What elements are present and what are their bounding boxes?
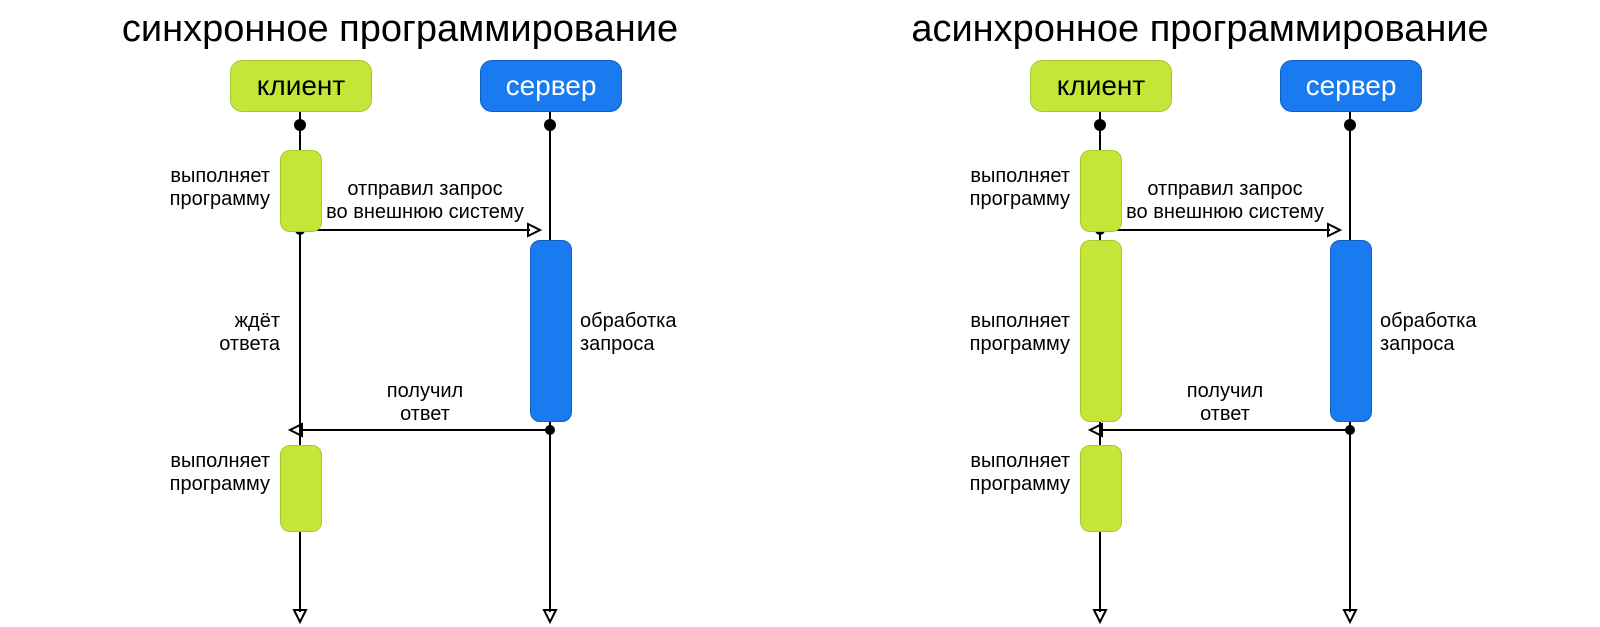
msg-request-label: отправил запросво внешнюю систему [310,178,540,224]
title-async: асинхронное программирование [800,8,1600,51]
client-header: клиент [1030,60,1172,112]
panel-async: асинхронное программирование клиент серве… [800,0,1600,627]
client-state-label: выполняетпрограмму [970,165,1070,211]
client-state-label: ждётответа [219,310,280,356]
msg-response-label: получилответ [1110,380,1340,426]
msg-request-label: отправил запросво внешнюю систему [1110,178,1340,224]
server-state-label: обработказапроса [580,310,676,356]
svg-sync [0,0,800,627]
msg-response-label: получилответ [310,380,540,426]
client-activation [280,445,322,532]
client-state-label: выполняетпрограмму [170,450,270,496]
panel-sync: синхронное программирование клиент сервер… [0,0,800,627]
client-state-label: выполняетпрограмму [970,450,1070,496]
client-activation [1080,445,1122,532]
server-header: сервер [480,60,622,112]
svg-async [800,0,1600,627]
server-state-label: обработказапроса [1380,310,1476,356]
client-state-label: выполняетпрограмму [970,310,1070,356]
client-header: клиент [230,60,372,112]
client-state-label: выполняетпрограмму [170,165,270,211]
title-sync: синхронное программирование [0,8,800,51]
server-header: сервер [1280,60,1422,112]
